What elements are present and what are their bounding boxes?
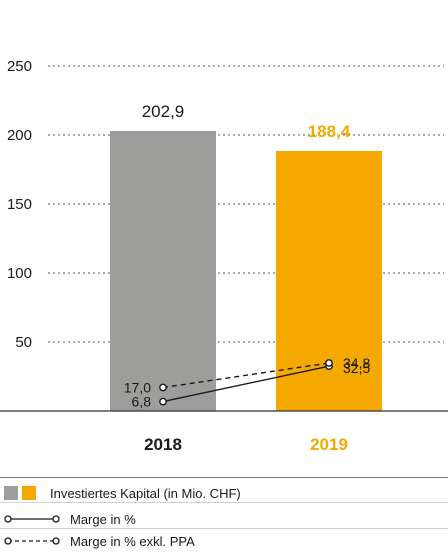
legend-solid-line-icon — [4, 515, 60, 523]
legend-dashed-line-icon — [4, 537, 60, 545]
x-tick-label-2018: 2018 — [144, 435, 182, 454]
legend-swatch-orange — [22, 486, 36, 500]
solid-series-point-2018 — [159, 397, 167, 406]
dashed-series-point-2018 — [159, 383, 167, 392]
legend-item-bars: Investiertes Kapital (in Mio. CHF) — [4, 483, 241, 503]
solid-series-label-2019: 32,5 — [343, 360, 370, 376]
legend-separator — [0, 477, 448, 478]
legend-item-line-solid: Marge in % — [4, 509, 136, 529]
legend-divider-2 — [0, 502, 448, 503]
legend-item-line-dashed: Marge in % exkl. PPA — [4, 531, 195, 551]
x-tick-label-2019: 2019 — [310, 435, 348, 454]
dashed-series-label-2019: 34,8 — [343, 355, 370, 371]
bar-line-chart: 50 100 150 200 250 202,9 188,4 2018 2019 6,8 32,5 1… — [0, 58, 448, 454]
legend-label-bars: Investiertes Kapital (in Mio. CHF) — [50, 485, 241, 501]
y-tick-label-200: 200 — [7, 127, 32, 144]
bar-value-label-2018: 202,9 — [142, 102, 185, 121]
bar-2018 — [110, 130, 216, 412]
legend-swatch-grey — [4, 486, 18, 500]
solid-series-line — [162, 365, 330, 403]
y-tick-label-150: 150 — [7, 196, 32, 213]
dashed-series-point-2019 — [325, 359, 333, 367]
y-tick-label-250: 250 — [7, 58, 32, 75]
bar-value-label-2019: 188,4 — [308, 122, 351, 141]
y-tick-label-50: 50 — [15, 334, 32, 351]
legend-label-line-solid: Marge in % — [70, 511, 136, 527]
y-tick-label-100: 100 — [7, 265, 32, 282]
legend-label-line-dashed: Marge in % exkl. PPA — [70, 533, 195, 549]
legend-divider-3 — [0, 528, 448, 529]
dashed-series-label-2018: 17,0 — [124, 380, 151, 396]
dashed-series-line — [162, 362, 330, 389]
solid-series-label-2018: 6,8 — [132, 394, 152, 410]
